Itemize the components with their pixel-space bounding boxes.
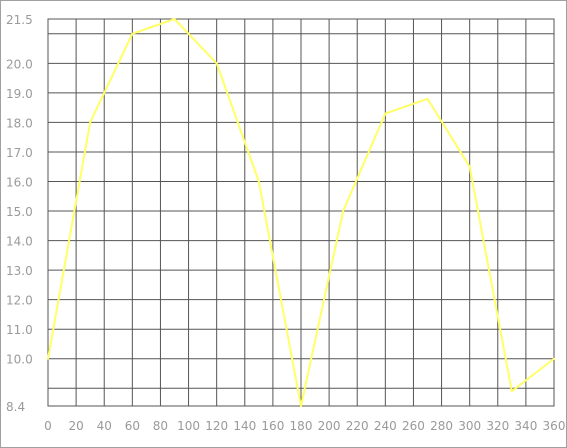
x-tick-label: 120: [205, 419, 228, 433]
x-tick-label: 220: [346, 419, 369, 433]
y-tick-label: 8.4: [6, 400, 25, 414]
data-point: [553, 357, 555, 360]
data-point: [173, 18, 176, 20]
data-point: [47, 357, 49, 360]
x-tick-label: 240: [374, 419, 397, 433]
data-point: [342, 210, 345, 213]
x-tick-label: 20: [68, 419, 83, 433]
y-tick-label: 19.0: [6, 87, 33, 101]
y-tick-label: 15.0: [6, 205, 33, 219]
x-tick-label: 60: [125, 419, 140, 433]
x-tick-label: 180: [290, 419, 313, 433]
y-tick-label: 17.0: [6, 146, 33, 160]
y-tick-label: 20.0: [6, 57, 33, 71]
x-tick-label: 300: [458, 419, 481, 433]
data-point: [426, 97, 429, 100]
x-tick-label: 40: [97, 419, 112, 433]
y-tick-label: 10.0: [6, 353, 33, 367]
y-tick-label: 11.0: [6, 323, 33, 337]
x-tick-label: 100: [177, 419, 200, 433]
x-tick-label: 320: [486, 419, 509, 433]
x-tick-label: 200: [318, 419, 341, 433]
data-point: [510, 390, 513, 393]
y-tick-label: 13.0: [6, 264, 33, 278]
y-tick-label: 21.5: [6, 13, 33, 27]
x-tick-label: 80: [153, 419, 168, 433]
x-tick-label: 0: [44, 419, 52, 433]
x-tick-label: 280: [430, 419, 453, 433]
data-point: [384, 112, 387, 115]
data-point: [300, 405, 302, 407]
y-tick-label: 16.0: [6, 175, 33, 189]
x-tick-label: 260: [402, 419, 425, 433]
data-point: [468, 165, 471, 168]
x-tick-label: 140: [233, 419, 256, 433]
y-tick-label: 18.0: [6, 116, 33, 130]
data-point: [131, 32, 134, 35]
y-tick-label: 12.0: [6, 294, 33, 308]
x-tick-label: 360: [543, 419, 566, 433]
data-point: [257, 180, 260, 183]
data-point: [89, 121, 92, 124]
x-tick-label: 160: [261, 419, 284, 433]
data-point: [215, 62, 218, 65]
x-tick-label: 340: [514, 419, 537, 433]
y-tick-label: 14.0: [6, 235, 33, 249]
